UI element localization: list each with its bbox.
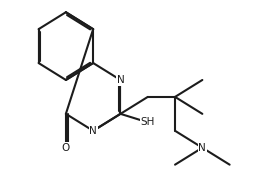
Text: N: N [198,143,206,153]
Text: N: N [89,126,97,136]
Text: N: N [117,75,124,85]
Text: O: O [62,143,70,153]
Text: SH: SH [140,117,155,127]
